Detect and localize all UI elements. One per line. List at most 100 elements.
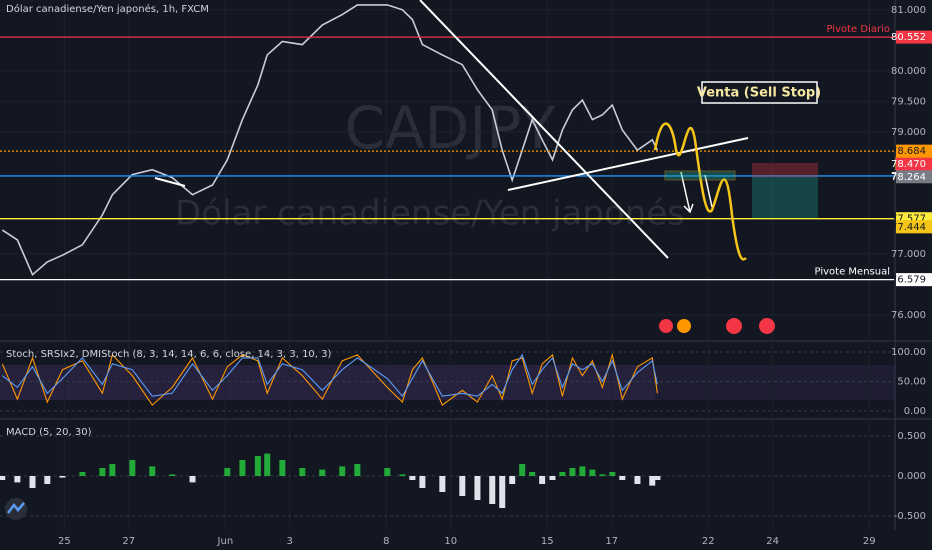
event-icon: [677, 319, 691, 333]
y-tick-label: 79.000: [891, 127, 926, 138]
price-tag-label: 76.579: [891, 275, 926, 286]
histogram-bar: [59, 476, 66, 478]
y-tick-label: 0.500: [897, 431, 926, 442]
y-tick-label: -0.500: [894, 511, 926, 522]
x-tick-label: 29: [863, 536, 876, 547]
trend-line: [154, 177, 186, 187]
trend-line: [419, 0, 669, 259]
histogram-bar: [569, 468, 576, 476]
y-tick-label: 100.00: [891, 347, 926, 358]
level-label: Pivote Diario: [827, 24, 891, 35]
histogram-bar: [649, 476, 656, 486]
histogram-bar: [509, 476, 516, 484]
histogram-bar: [254, 456, 261, 476]
x-tick-label: 17: [605, 536, 618, 547]
price-tag: [896, 273, 932, 287]
histogram-bar: [539, 476, 546, 484]
histogram-bar: [339, 466, 346, 476]
histogram-bar: [499, 476, 506, 508]
histogram-bar: [129, 460, 136, 476]
pane-title: MACD (5, 20, 30): [6, 427, 92, 438]
price-tag: [896, 144, 932, 158]
histogram-bar: [14, 476, 21, 483]
price-tag-label: 78.470: [891, 159, 926, 170]
x-tick-label: 8: [383, 536, 389, 547]
histogram-bar: [654, 476, 661, 480]
histogram-bar: [29, 476, 36, 488]
event-icon: [726, 318, 742, 334]
histogram-bar: [79, 472, 86, 476]
x-tick-label: 10: [444, 536, 457, 547]
histogram-bar: [384, 468, 391, 476]
y-tick-label: 77.000: [891, 249, 926, 260]
stoch-band: [655, 365, 895, 400]
level-label: Pivote Mensual: [815, 267, 890, 278]
x-tick-label: 27: [122, 536, 135, 547]
drawings: Venta (Sell Stop): [5, 0, 821, 520]
zone: [664, 170, 736, 181]
annotation-box: [701, 81, 818, 104]
event-icons: [659, 318, 775, 334]
histogram-bar: [474, 476, 481, 500]
histogram-bar: [149, 466, 156, 476]
histogram-bar: [169, 474, 176, 476]
histogram-bar: [439, 476, 446, 492]
pane-title: Stoch, SRSIx2, DMIStoch (8, 3, 14, 14, 6…: [6, 349, 332, 360]
histogram-bar: [224, 468, 231, 476]
annotation: Venta (Sell Stop): [697, 86, 821, 101]
histogram-bar: [419, 476, 426, 488]
price-tag: [896, 220, 932, 234]
histogram-bar: [559, 472, 566, 476]
histogram-bar: [399, 474, 406, 476]
series-line: [1, 353, 658, 398]
histogram-bar: [354, 464, 361, 476]
price-tag-label: 77.577: [891, 214, 926, 225]
y-tick-label: 80.000: [891, 66, 926, 77]
histogram-bar: [0, 476, 6, 480]
price-tag-label: 78.684: [891, 146, 926, 157]
histogram-bar: [549, 476, 556, 480]
price-tag-label: 78.264: [891, 172, 926, 183]
projection-curve: [653, 122, 747, 261]
histogram-bar: [319, 469, 326, 476]
price-tag: [896, 157, 932, 171]
trend-line: [507, 137, 749, 191]
histogram-bar: [619, 476, 626, 480]
histogram-bar: [609, 472, 616, 476]
x-tick-label: 15: [541, 536, 554, 547]
histogram-bar: [519, 464, 526, 476]
y-tick-label: 81.000: [891, 5, 926, 16]
event-icon: [759, 318, 775, 334]
stop-zone: [752, 163, 818, 177]
histogram-bar: [299, 468, 306, 476]
histogram-bar: [529, 472, 536, 476]
histogram-bar: [579, 466, 586, 476]
chart-title: Dólar canadiense/Yen japonés, 1h, FXCM: [6, 3, 209, 15]
x-tick-label: 25: [58, 536, 71, 547]
logo-mark: [7, 502, 25, 514]
x-tick-label: 3: [287, 536, 293, 547]
y-tick-label: 0.00: [904, 406, 926, 417]
x-tick-label: Jun: [217, 536, 234, 547]
price-tag-label: 77.444: [891, 222, 926, 233]
histogram-bar: [489, 476, 496, 504]
x-tick-label: 22: [702, 536, 715, 547]
histogram-bar: [409, 476, 416, 480]
y-tick-label: 0.000: [897, 471, 926, 482]
histogram-bar: [99, 468, 106, 476]
event-icon: [659, 319, 673, 333]
target-zone: [752, 177, 818, 218]
histogram-bar: [239, 460, 246, 476]
y-tick-label: 76.000: [891, 310, 926, 321]
histogram-bar: [589, 469, 596, 476]
price-tag: [896, 170, 932, 184]
price-tag: [896, 30, 932, 44]
histogram-bar: [189, 476, 196, 483]
histogram-bar: [634, 476, 641, 484]
histogram-bar: [109, 464, 116, 476]
arrow: [704, 174, 713, 208]
y-tick-label: 50.00: [897, 376, 926, 387]
y-tick-label: 79.500: [891, 96, 926, 107]
